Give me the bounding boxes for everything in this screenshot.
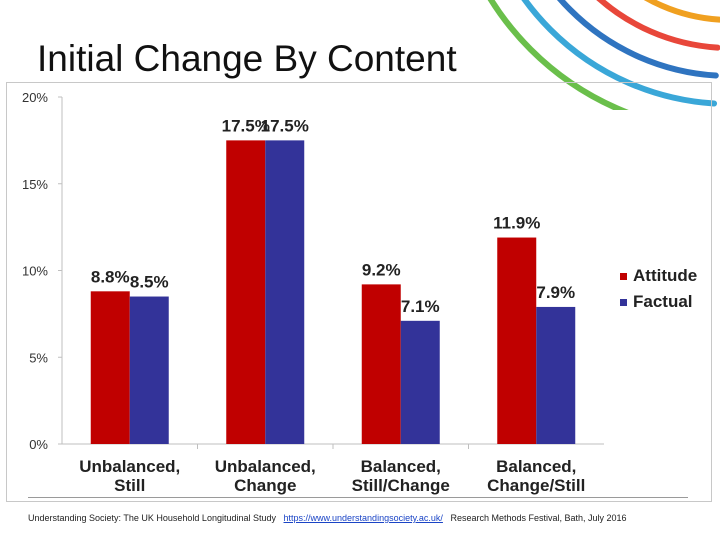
data-label: 8.8% xyxy=(91,267,130,286)
data-label: 7.1% xyxy=(401,297,440,316)
x-category-label: Unbalanced, Change xyxy=(215,457,316,495)
bar-attitude xyxy=(226,140,266,444)
decorative-arcs xyxy=(487,0,720,110)
legend-label: Factual xyxy=(633,292,693,311)
data-label: 9.2% xyxy=(362,260,401,279)
bar-attitude xyxy=(90,291,130,444)
decor-arc xyxy=(487,0,630,110)
chart-frame: 0% 5% 10% 15% 20% 8.8% 8.5% Unbalanced, Still 17.… xyxy=(6,82,712,502)
bar-chart: 0% 5% 10% 15% 20% 8.8% 8.5% Unbalanced, Still 17.… xyxy=(22,90,697,495)
y-tick-label: 10% xyxy=(22,264,48,279)
bar-factual xyxy=(129,296,169,444)
data-label: 7.9% xyxy=(536,283,575,302)
y-tick-label: 20% xyxy=(22,90,48,105)
footer-event: Research Methods Festival, Bath, July 20… xyxy=(450,513,627,523)
y-tick-label: 15% xyxy=(22,177,48,192)
footer-link[interactable]: https://www.understandingsociety.ac.uk/ xyxy=(283,513,443,523)
bar-factual xyxy=(536,306,576,444)
slide-title: Initial Change By Content xyxy=(37,38,457,79)
decor-arc xyxy=(521,0,718,107)
x-category-label: Balanced, Still/Change xyxy=(352,457,450,495)
decor-arc xyxy=(557,0,719,79)
bar-attitude xyxy=(497,237,537,444)
data-label: 8.5% xyxy=(130,273,169,292)
y-tick-label: 0% xyxy=(29,437,48,452)
decor-arc xyxy=(643,0,720,23)
bar-attitude xyxy=(361,284,401,444)
data-label: 17.5% xyxy=(261,116,309,135)
data-label: 17.5% xyxy=(222,116,270,135)
x-category-label: Unbalanced, Still xyxy=(79,457,180,495)
bar-factual xyxy=(400,320,440,444)
x-category-label: Balanced, Change/Still xyxy=(487,457,585,495)
legend-swatch xyxy=(620,299,627,306)
footer: Understanding Society: The UK Household … xyxy=(28,513,708,523)
footer-divider xyxy=(28,497,688,498)
decor-arc xyxy=(596,0,720,51)
data-label: 11.9% xyxy=(493,214,540,233)
legend-swatch xyxy=(620,273,627,280)
y-tick-label: 5% xyxy=(29,350,48,365)
legend-label: Attitude xyxy=(633,266,697,285)
bar-factual xyxy=(265,140,305,444)
footer-source: Understanding Society: The UK Household … xyxy=(28,513,276,523)
